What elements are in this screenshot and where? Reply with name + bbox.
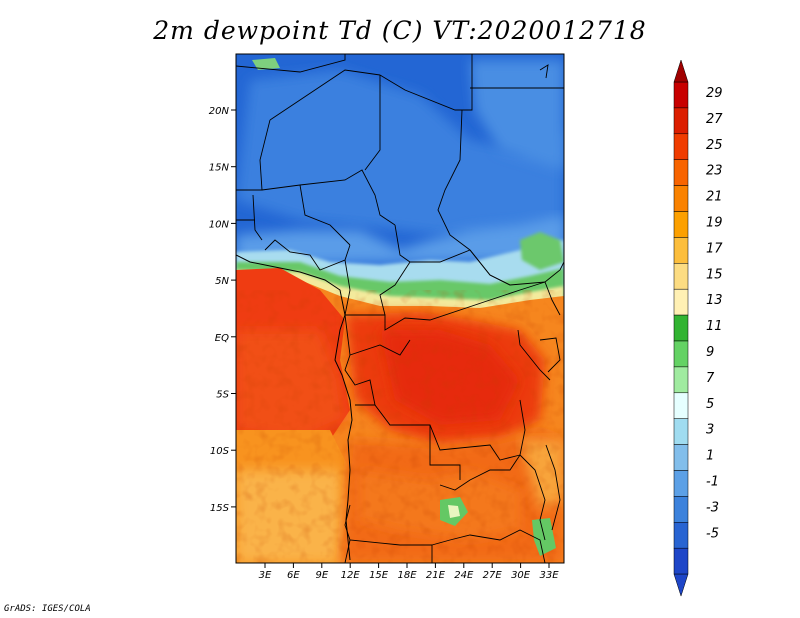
lat-tick-label: 20N — [209, 106, 230, 117]
chart-title: 2m dewpoint Td (C) VT:2020012718 — [153, 16, 647, 45]
lat-tick-label: 5S — [216, 390, 229, 401]
map-field — [236, 54, 564, 563]
lat-tick-label: 5N — [215, 276, 229, 287]
latitude-axis: 20N 15N 10N 5N EQ 5S 10S 15S — [209, 106, 236, 514]
lon-tick-label: 3E — [259, 570, 272, 581]
colorbar-label: 25 — [706, 138, 723, 153]
lon-tick-label: 6E — [287, 570, 300, 581]
colorbar-label: 5 — [706, 397, 714, 412]
colorbar-segment — [673, 522, 689, 549]
lat-tick-label: 10S — [210, 446, 230, 457]
colorbar-segment — [673, 314, 689, 342]
colorbar-label: 21 — [706, 190, 723, 205]
lon-tick-label: 18E — [397, 570, 417, 581]
colorbar-label: 23 — [706, 164, 723, 179]
colorbar-label: 3 — [706, 423, 714, 438]
colorbar-label: 19 — [706, 215, 723, 230]
colorbar-segment — [673, 211, 689, 238]
colorbar-label: -1 — [706, 474, 719, 489]
colorbar-segment — [673, 470, 689, 497]
colorbar-segment — [673, 444, 689, 471]
colorbar-segment — [673, 159, 689, 186]
colorbar-segment — [673, 366, 689, 394]
colorbar-segment — [673, 107, 689, 135]
country-borders — [236, 54, 564, 563]
longitude-axis: 3E 6E 9E 12E 15E 18E 21E 24E 27E 30E 33E — [259, 563, 559, 581]
colorbar-segment — [673, 547, 689, 575]
colorbar-label: -5 — [706, 526, 719, 541]
colorbar-label: 9 — [706, 345, 714, 360]
colorbar-label: -3 — [706, 500, 719, 515]
map-frame — [235, 53, 565, 564]
colorbar-segment — [673, 133, 689, 160]
colorbar-label: 13 — [706, 293, 723, 308]
coastline — [236, 254, 353, 561]
colorbar-label: 7 — [706, 371, 715, 386]
colorbar-label: 1 — [706, 449, 714, 464]
lon-tick-label: 33E — [539, 570, 559, 581]
lon-tick-label: 30E — [511, 570, 531, 581]
lon-tick-label: 21E — [426, 570, 446, 581]
colorbar-segment — [673, 288, 689, 316]
colorbar-bottom-arrow — [673, 573, 689, 597]
colorbar-segment — [673, 496, 689, 523]
lon-tick-label: 15E — [369, 570, 389, 581]
lat-tick-label: 15S — [210, 503, 230, 514]
colorbar-segment — [673, 418, 689, 445]
colorbar-segment — [673, 392, 689, 419]
lon-tick-label: 24E — [454, 570, 474, 581]
colorbar-segment — [673, 237, 689, 264]
colorbar-segment — [673, 263, 689, 290]
colorbar-top-arrow — [673, 59, 689, 83]
grads-credit: GrADS: IGES/COLA — [4, 604, 91, 614]
lon-tick-label: 9E — [315, 570, 328, 581]
lon-tick-label: 12E — [341, 570, 361, 581]
colorbar-label: 17 — [706, 241, 723, 256]
lon-tick-label: 27E — [483, 570, 503, 581]
colorbar-label: 27 — [706, 112, 723, 127]
colorbar-segment — [673, 81, 689, 109]
lat-tick-label: EQ — [215, 333, 229, 344]
colorbar-label: 11 — [706, 319, 723, 334]
colorbar-label: 29 — [706, 86, 723, 101]
colorbar-segment — [673, 340, 689, 368]
lat-tick-label: 15N — [209, 163, 230, 174]
colorbar-segment — [673, 185, 689, 212]
lat-tick-label: 10N — [209, 219, 230, 230]
colorbar-label: 15 — [706, 267, 723, 282]
colorbar: 29 27 25 23 21 19 17 15 13 11 9 7 5 3 1 -1 -3 -5 — [673, 59, 723, 597]
